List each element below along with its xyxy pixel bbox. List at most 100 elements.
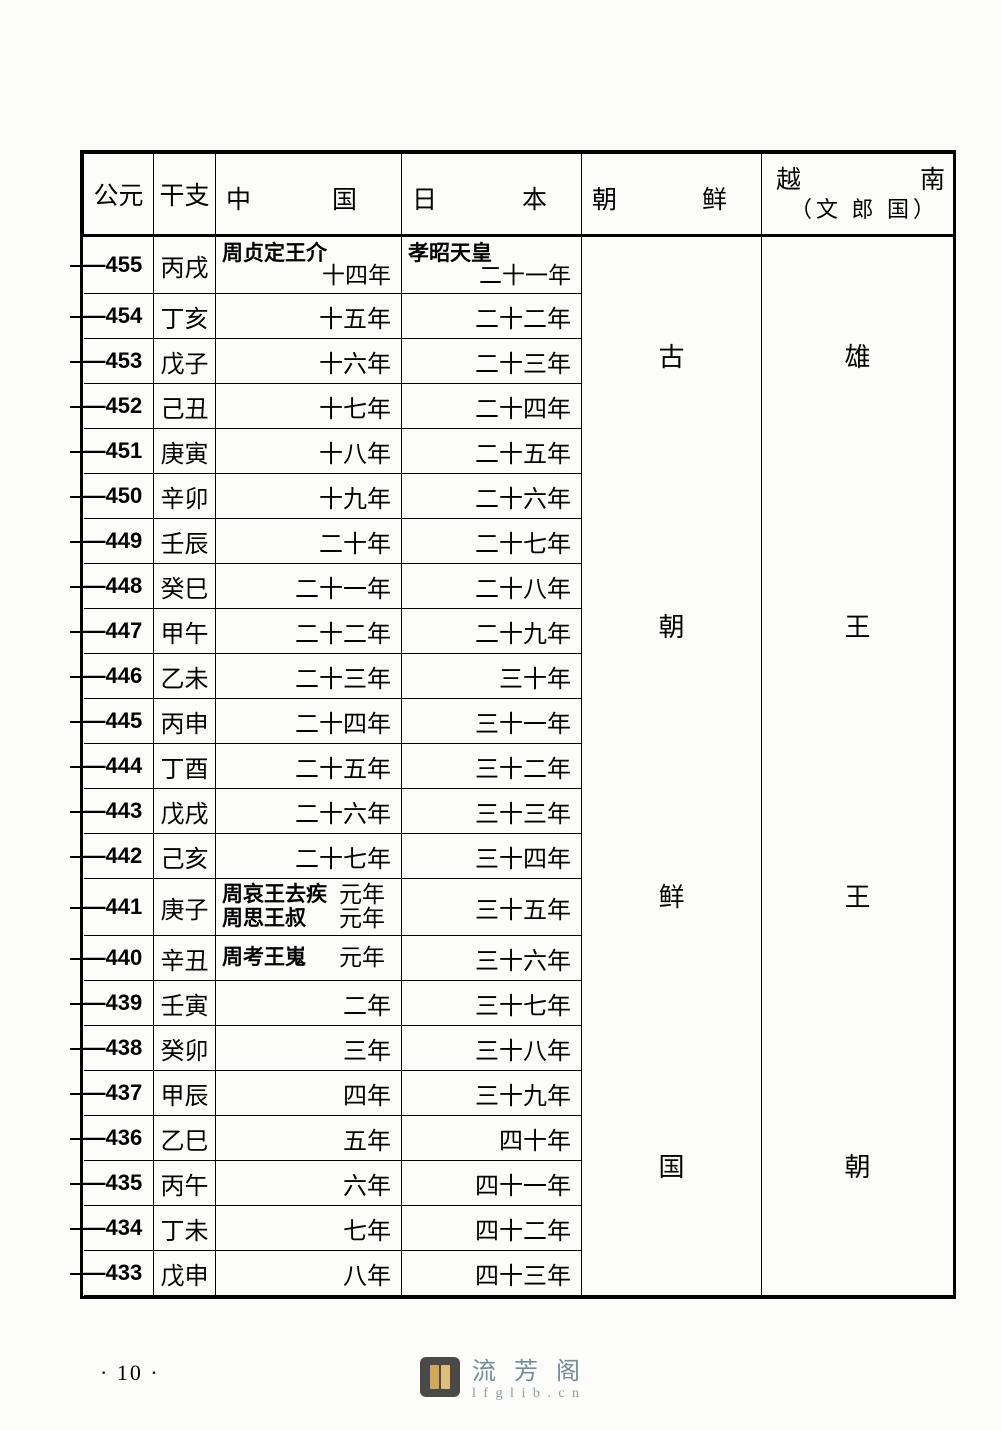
china-cell: 七年	[216, 1206, 402, 1251]
korea-char: 国	[582, 1147, 761, 1184]
japan-cell: 三十四年	[402, 834, 582, 879]
header-year: 公元	[84, 154, 154, 236]
vietnam-char: 王	[762, 607, 953, 644]
header-china-b: 国	[332, 180, 357, 216]
japan-cell: 二十九年	[402, 609, 582, 654]
ganzhi-cell: 乙未	[154, 654, 216, 699]
japan-cell: 四十三年	[402, 1251, 582, 1296]
china-ruler: 周哀王去疾	[222, 883, 327, 907]
china-reign-year: 十四年	[216, 264, 391, 287]
ganzhi-cell: 己亥	[154, 834, 216, 879]
japan-cell: 二十三年	[402, 339, 582, 384]
china-cell: 六年	[216, 1161, 402, 1206]
japan-cell: 二十四年	[402, 384, 582, 429]
china-cell: 三年	[216, 1026, 402, 1071]
japan-cell: 四十一年	[402, 1161, 582, 1206]
header-japan-a: 日	[412, 180, 437, 216]
year-cell: —435	[84, 1161, 154, 1206]
header-japan: 日 本	[402, 154, 582, 236]
ganzhi-cell: 癸卯	[154, 1026, 216, 1071]
watermark-url: l f g l i b . c n	[472, 1386, 586, 1402]
ganzhi-cell: 辛卯	[154, 474, 216, 519]
japan-cell: 三十六年	[402, 936, 582, 981]
china-ruler: 周贞定王介	[216, 243, 391, 264]
japan-reign-year: 二十一年	[402, 264, 571, 287]
japan-cell: 三十八年	[402, 1026, 582, 1071]
china-ruler: 周考王嵬	[222, 946, 306, 970]
china-cell: 二十年	[216, 519, 402, 564]
watermark: 流 芳 阁 l f g l i b . c n	[420, 1351, 586, 1402]
korea-cell: 古朝鲜国	[582, 236, 762, 1296]
japan-cell: 孝昭天皇二十一年	[402, 236, 582, 294]
ganzhi-cell: 乙巳	[154, 1116, 216, 1161]
table-container: 公元 干支 中 国 日 本	[80, 150, 956, 1299]
china-cell: 十五年	[216, 294, 402, 339]
china-ruler-line: 周思王叔 元年	[216, 907, 391, 931]
japan-cell: 二十六年	[402, 474, 582, 519]
page: 公元 干支 中 国 日 本	[0, 0, 1002, 1430]
japan-cell: 四十年	[402, 1116, 582, 1161]
year-cell: —438	[84, 1026, 154, 1071]
japan-cell: 三十一年	[402, 699, 582, 744]
year-cell: —448	[84, 564, 154, 609]
china-cell: 十六年	[216, 339, 402, 384]
year-cell: —433	[84, 1251, 154, 1296]
year-cell: —455	[84, 236, 154, 294]
china-cell: 周贞定王介十四年	[216, 236, 402, 294]
vietnam-char: 朝	[762, 1147, 953, 1184]
year-cell: —454	[84, 294, 154, 339]
header-korea: 朝 鲜	[582, 154, 762, 236]
japan-cell: 二十五年	[402, 429, 582, 474]
vietnam-char: 王	[762, 877, 953, 914]
japan-cell: 二十八年	[402, 564, 582, 609]
ganzhi-cell: 丙午	[154, 1161, 216, 1206]
china-reign-year: 元年	[339, 907, 385, 931]
header-viet-a: 越	[776, 160, 801, 196]
china-cell: 周哀王去疾元年周思王叔元年	[216, 879, 402, 936]
japan-cell: 三十三年	[402, 789, 582, 834]
year-cell: —444	[84, 744, 154, 789]
year-cell: —449	[84, 519, 154, 564]
ganzhi-cell: 丁未	[154, 1206, 216, 1251]
header-japan-b: 本	[522, 180, 547, 216]
vietnam-cell: 雄王王朝	[762, 236, 954, 1296]
china-cell: 二十四年	[216, 699, 402, 744]
china-cell: 五年	[216, 1116, 402, 1161]
book-icon	[420, 1357, 460, 1397]
china-ruler-line: 周哀王去疾元年	[216, 883, 391, 907]
year-cell: —452	[84, 384, 154, 429]
ganzhi-cell: 戊子	[154, 339, 216, 384]
ganzhi-cell: 戊申	[154, 1251, 216, 1296]
year-cell: —451	[84, 429, 154, 474]
header-china: 中 国	[216, 154, 402, 236]
year-cell: —439	[84, 981, 154, 1026]
japan-cell: 二十七年	[402, 519, 582, 564]
china-cell: 四年	[216, 1071, 402, 1116]
header-korea-a: 朝	[592, 180, 617, 216]
year-cell: —443	[84, 789, 154, 834]
ganzhi-cell: 甲午	[154, 609, 216, 654]
year-cell: —442	[84, 834, 154, 879]
year-cell: —450	[84, 474, 154, 519]
china-ruler-line: 周考王嵬 元年	[216, 946, 391, 970]
china-reign-year: 元年	[339, 946, 385, 970]
ganzhi-cell: 庚子	[154, 879, 216, 936]
ganzhi-cell: 丁亥	[154, 294, 216, 339]
header-year-label: 公元	[93, 183, 143, 210]
china-ruler: 周思王叔	[222, 907, 306, 931]
ganzhi-cell: 丁酉	[154, 744, 216, 789]
china-reign-year: 元年	[339, 883, 385, 907]
china-cell: 二十七年	[216, 834, 402, 879]
ganzhi-cell: 丙戌	[154, 236, 216, 294]
watermark-title: 流 芳 阁	[472, 1351, 586, 1386]
header-ganzhi-label: 干支	[159, 183, 209, 210]
korea-char: 朝	[582, 607, 761, 644]
year-cell: —437	[84, 1071, 154, 1116]
header-viet-sub: （文 郎 国）	[790, 192, 939, 224]
header-viet-b: 南	[920, 160, 945, 196]
ganzhi-cell: 癸巳	[154, 564, 216, 609]
china-cell: 二十三年	[216, 654, 402, 699]
year-cell: —445	[84, 699, 154, 744]
china-cell: 二十二年	[216, 609, 402, 654]
japan-cell: 三十年	[402, 654, 582, 699]
